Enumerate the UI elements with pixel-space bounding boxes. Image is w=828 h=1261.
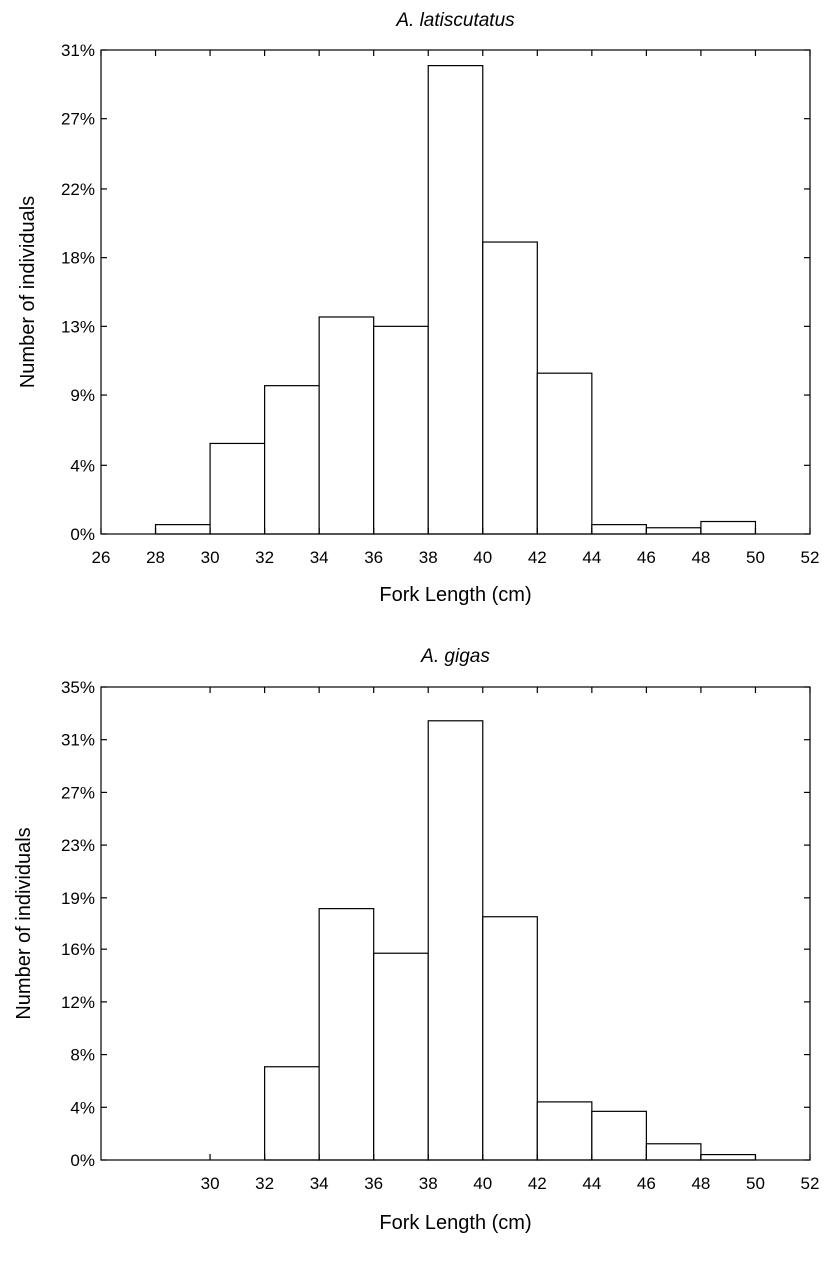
chart-title: A. gigas (420, 646, 490, 667)
y-tick-label: 16% (61, 940, 95, 959)
y-tick-label: 18% (61, 249, 95, 268)
y-tick-label: 0% (70, 525, 95, 544)
x-tick-label: 32 (255, 548, 274, 567)
x-tick-label: 42 (528, 1174, 547, 1193)
x-tick-label: 48 (691, 1174, 710, 1193)
x-tick-label: 42 (528, 548, 547, 567)
x-tick-label: 44 (582, 548, 601, 567)
plot-frame (100, 49, 811, 535)
histogram-bar (318, 908, 375, 1161)
histogram-bar (264, 385, 320, 535)
x-tick-label: 38 (419, 548, 438, 567)
y-tick-label: 31% (61, 731, 95, 750)
histogram-bar (700, 1153, 757, 1161)
histogram-bar (536, 372, 593, 535)
histogram-bar (373, 952, 429, 1161)
x-tick-label: 32 (255, 1174, 274, 1193)
y-tick-label: 4% (70, 456, 95, 475)
x-tick-label: 36 (364, 548, 383, 567)
x-tick-label: 34 (310, 548, 329, 567)
x-axis-label: Fork Length (cm) (379, 584, 531, 606)
y-tick-label: 22% (61, 180, 95, 199)
y-tick-label: 19% (61, 889, 95, 908)
x-tick-label: 44 (582, 1174, 601, 1193)
histogram-bar (209, 442, 266, 535)
histogram-bar (482, 916, 538, 1161)
x-tick-label: 30 (201, 1174, 220, 1193)
histogram-bar (536, 1101, 593, 1161)
x-tick-label: 48 (691, 548, 710, 567)
histogram-bar (373, 325, 429, 535)
histogram-bar (700, 520, 757, 535)
x-tick-label: 40 (473, 1174, 492, 1193)
histogram-bar (264, 1066, 320, 1161)
y-tick-label: 23% (61, 836, 95, 855)
x-tick-label: 38 (419, 1174, 438, 1193)
y-tick-label: 12% (61, 993, 95, 1012)
y-tick-label: 31% (61, 41, 95, 60)
chart-latiscutatus: A. latiscutatus 26 28 30 32 34 36 38 40 42 44 46 48 5… (17, 10, 819, 606)
y-tick-label: 8% (70, 1046, 95, 1065)
x-tick-label: 52 (801, 1174, 820, 1193)
x-tick-label: 28 (146, 548, 165, 567)
y-tick-label: 9% (70, 386, 95, 405)
x-tick-label: 50 (746, 548, 765, 567)
chart-title: A. latiscutatus (395, 10, 515, 31)
y-tick-label: 13% (61, 317, 95, 336)
y-tick-label: 4% (70, 1098, 95, 1117)
plot-frame (100, 686, 811, 1161)
histogram-bar (591, 1110, 647, 1161)
histogram-bar (645, 1143, 702, 1161)
y-tick-label: 27% (61, 783, 95, 802)
x-tick-label: 50 (746, 1174, 765, 1193)
histogram-bar (427, 65, 484, 535)
y-tick-label: 0% (70, 1151, 95, 1170)
x-tick-label: 26 (92, 548, 111, 567)
y-tick-label: 27% (61, 110, 95, 129)
histogram-bar (645, 527, 702, 535)
x-tick-label: 36 (364, 1174, 383, 1193)
histogram-bar (154, 524, 211, 535)
histogram-bar (482, 241, 538, 535)
x-tick-label: 40 (473, 548, 492, 567)
histogram-bar (427, 720, 484, 1161)
y-axis-label: Number of individuals (17, 196, 39, 388)
histogram-bar (591, 524, 647, 535)
x-tick-label: 52 (801, 548, 820, 567)
chart-gigas: A. gigas 30 32 34 36 38 40 42 44 46 48 50 52 0% 4% 8% 12… (13, 646, 819, 1234)
x-tick-label: 46 (637, 548, 656, 567)
x-tick-label: 46 (637, 1174, 656, 1193)
y-tick-label: 35% (61, 678, 95, 697)
histogram-bar (318, 316, 375, 535)
y-axis-label: Number of individuals (13, 827, 35, 1019)
x-tick-label: 30 (201, 548, 220, 567)
x-axis-label: Fork Length (cm) (379, 1212, 531, 1234)
x-tick-label: 34 (310, 1174, 329, 1193)
